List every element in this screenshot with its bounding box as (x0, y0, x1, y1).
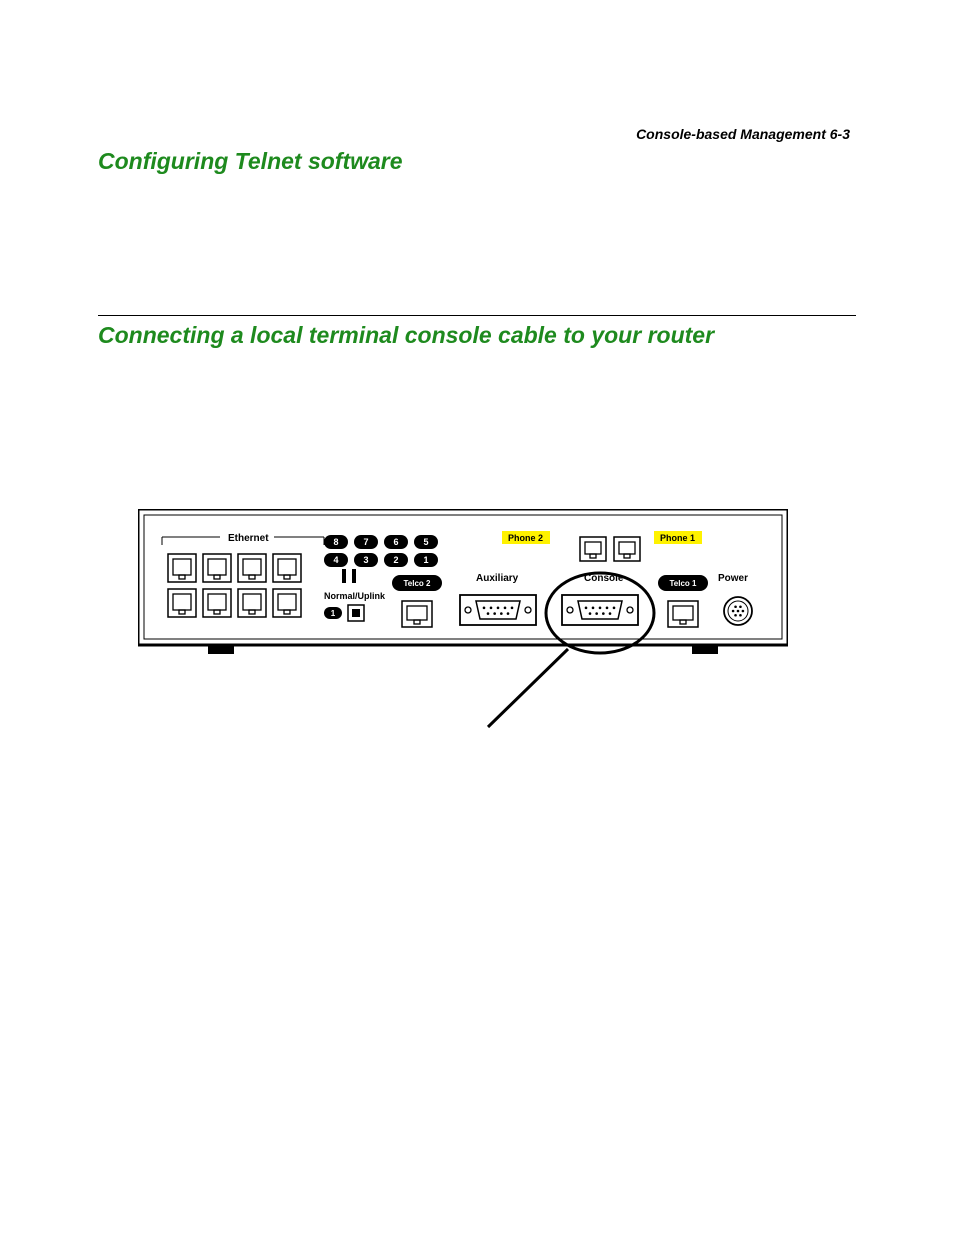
heading-connecting-cable: Connecting a local terminal console cabl… (98, 322, 856, 349)
normal-uplink-label: Normal/Uplink (324, 591, 386, 601)
auxiliary-label: Auxiliary (476, 573, 519, 584)
console-callout-line (488, 649, 568, 727)
svg-text:2: 2 (393, 555, 398, 565)
svg-text:Telco 2: Telco 2 (404, 579, 432, 588)
power-label: Power (718, 573, 748, 584)
svg-text:1: 1 (423, 555, 428, 565)
svg-text:Telco 1: Telco 1 (670, 579, 698, 588)
phone1-label: Phone 1 (660, 533, 695, 543)
svg-text:3: 3 (363, 555, 368, 565)
svg-text:4: 4 (333, 555, 338, 565)
document-page: Console-based Management 6-3 Configuring… (0, 0, 954, 789)
svg-text:1: 1 (331, 609, 336, 618)
router-back-panel-diagram: Ethernet 8 7 6 5 4 3 2 1 Normal/Uplink 1 Telco 2 Aux… (138, 509, 788, 729)
telco2-pill: Telco 2 (392, 575, 442, 591)
router-svg: Ethernet 8 7 6 5 4 3 2 1 Normal/Uplink 1 Telco 2 Aux… (138, 509, 788, 729)
ethernet-label: Ethernet (228, 533, 269, 544)
svg-text:5: 5 (423, 537, 428, 547)
heading-configuring-telnet: Configuring Telnet software (98, 148, 856, 175)
section-rule (98, 315, 856, 316)
svg-text:6: 6 (393, 537, 398, 547)
phone2-label: Phone 2 (508, 533, 543, 543)
running-head: Console-based Management 6-3 (636, 126, 850, 142)
svg-text:7: 7 (363, 537, 368, 547)
svg-text:8: 8 (333, 537, 338, 547)
telco1-pill: Telco 1 (658, 575, 708, 591)
